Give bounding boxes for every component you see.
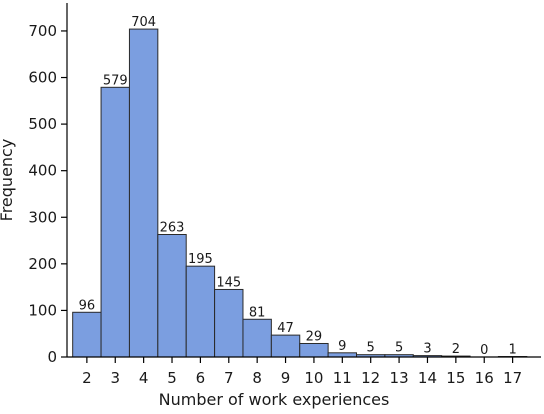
- x-tick-label-2: 2: [82, 369, 92, 387]
- data-label-16: 0: [480, 343, 488, 358]
- bar-10: [300, 343, 328, 357]
- bar-4: [129, 29, 157, 357]
- bar-6: [186, 266, 214, 357]
- data-label-14: 3: [423, 342, 431, 357]
- data-label-3: 579: [103, 73, 128, 88]
- x-tick-label-6: 6: [196, 369, 206, 387]
- bar-5: [158, 234, 186, 357]
- x-tick-label-7: 7: [224, 369, 234, 387]
- y-tick-label-500: 500: [28, 115, 57, 133]
- data-label-15: 2: [452, 342, 460, 357]
- x-tick-label-8: 8: [252, 369, 262, 387]
- y-axis-label: Frequency: [0, 139, 16, 222]
- y-tick-label-100: 100: [28, 301, 57, 319]
- x-tick-label-17: 17: [503, 369, 522, 387]
- data-label-12: 5: [367, 341, 375, 356]
- data-label-10: 29: [306, 329, 323, 344]
- x-tick-label-11: 11: [333, 369, 352, 387]
- y-tick-label-700: 700: [28, 22, 57, 40]
- bars-layer: [73, 29, 527, 357]
- data-label-5: 263: [160, 220, 185, 235]
- y-tick-label-300: 300: [28, 208, 57, 226]
- x-tick-label-10: 10: [304, 369, 323, 387]
- data-label-17: 1: [508, 343, 516, 358]
- x-tick-label-14: 14: [418, 369, 437, 387]
- x-tick-label-3: 3: [110, 369, 120, 387]
- data-label-7: 145: [216, 275, 241, 290]
- x-tick-label-13: 13: [390, 369, 409, 387]
- data-label-6: 195: [188, 252, 213, 267]
- data-label-8: 81: [249, 305, 266, 320]
- y-tick-label-600: 600: [28, 69, 57, 87]
- y-tick-label-0: 0: [47, 348, 57, 366]
- data-label-9: 47: [277, 321, 294, 336]
- y-tick-label-200: 200: [28, 255, 57, 273]
- y-ticks-layer: 0 100 200 300 400 500 600 700: [28, 22, 67, 366]
- y-tick-label-400: 400: [28, 162, 57, 180]
- x-axis-label: Number of work experiences: [159, 390, 390, 409]
- data-label-4: 704: [131, 15, 156, 30]
- x-tick-label-12: 12: [361, 369, 380, 387]
- x-tick-label-9: 9: [281, 369, 291, 387]
- x-tick-label-16: 16: [475, 369, 494, 387]
- bar-2: [73, 312, 101, 357]
- x-tick-label-4: 4: [139, 369, 149, 387]
- x-tick-label-15: 15: [446, 369, 465, 387]
- data-label-13: 5: [395, 341, 403, 356]
- data-label-11: 9: [338, 339, 346, 354]
- bar-7: [215, 289, 243, 357]
- bar-9: [271, 335, 299, 357]
- bar-3: [101, 87, 129, 357]
- x-tick-label-5: 5: [167, 369, 177, 387]
- data-label-2: 96: [79, 298, 96, 313]
- bar-8: [243, 319, 271, 357]
